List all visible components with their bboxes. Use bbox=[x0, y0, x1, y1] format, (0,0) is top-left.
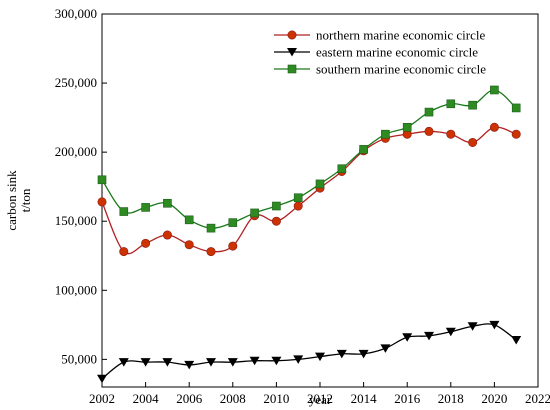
x-tick-label: 2012 bbox=[307, 391, 333, 406]
data-point-series-1 bbox=[206, 358, 216, 367]
y-axis: 50,000 100,000 150,000 200,000 250,000 300,00… bbox=[55, 6, 107, 366]
data-point-series-2 bbox=[250, 208, 259, 218]
series-line-1 bbox=[101, 323, 517, 380]
data-point-series-1 bbox=[184, 360, 195, 370]
data-point-series-1 bbox=[489, 320, 500, 330]
data-point-series-2 bbox=[359, 145, 368, 154]
data-point-series-2 bbox=[293, 193, 303, 203]
x-tick-label: 2006 bbox=[176, 391, 203, 406]
x-tick-label: 2020 bbox=[481, 391, 507, 406]
data-point-series-2 bbox=[424, 107, 434, 117]
data-point-series-2 bbox=[163, 198, 172, 208]
data-point-series-1 bbox=[467, 322, 478, 331]
data-point-series-0 bbox=[206, 247, 216, 257]
data-point-series-2 bbox=[119, 207, 129, 216]
data-point-series-2 bbox=[272, 201, 281, 211]
legend: northern marine economic circle eastern m… bbox=[274, 28, 486, 77]
data-point-series-2 bbox=[446, 99, 456, 109]
data-point-series-1 bbox=[249, 356, 260, 366]
x-tick-label: 2002 bbox=[89, 391, 115, 406]
data-point-series-0 bbox=[468, 137, 478, 147]
data-point-series-1 bbox=[402, 333, 413, 342]
x-axis: 2002 2004 2006 2008 2010 2012 2014 2016 2018 2020… bbox=[89, 382, 550, 406]
data-point-series-1 bbox=[380, 344, 391, 353]
data-point-series-1 bbox=[424, 331, 434, 341]
legend-label-2: southern marine economic circle bbox=[316, 62, 486, 77]
data-point-series-1 bbox=[336, 349, 347, 359]
legend-marker-1 bbox=[287, 48, 297, 57]
y-tick-label: 200,000 bbox=[55, 144, 97, 159]
y-axis-title-line-1: carbon sink bbox=[4, 170, 19, 231]
data-point-series-1 bbox=[227, 358, 238, 367]
x-tick-label: 2008 bbox=[220, 391, 246, 406]
y-tick-label: 300,000 bbox=[55, 6, 97, 21]
data-point-series-2 bbox=[468, 100, 477, 110]
data-point-series-1 bbox=[293, 355, 304, 364]
data-point-series-2 bbox=[490, 85, 499, 95]
legend-label-1: eastern marine economic circle bbox=[316, 45, 478, 60]
legend-label-0: northern marine economic circle bbox=[316, 28, 486, 43]
data-point-series-1 bbox=[358, 349, 369, 359]
data-point-series-0 bbox=[424, 126, 434, 136]
y-tick-label: 50,000 bbox=[61, 351, 97, 366]
series-markers bbox=[97, 85, 522, 384]
y-tick-label: 150,000 bbox=[55, 213, 97, 228]
data-point-series-0 bbox=[97, 197, 107, 207]
y-axis-title-line-2: t/ton bbox=[18, 188, 33, 212]
data-point-series-0 bbox=[162, 230, 172, 240]
data-point-series-2 bbox=[315, 179, 325, 189]
data-point-series-2 bbox=[228, 218, 238, 227]
data-point-series-2 bbox=[206, 223, 216, 233]
data-point-series-2 bbox=[337, 164, 347, 174]
data-point-series-2 bbox=[97, 175, 107, 185]
data-point-series-1 bbox=[140, 358, 151, 367]
data-point-series-2 bbox=[402, 122, 412, 132]
data-point-series-0 bbox=[119, 247, 129, 257]
data-point-series-1 bbox=[511, 336, 522, 345]
data-point-series-0 bbox=[271, 216, 281, 226]
data-point-series-1 bbox=[162, 358, 173, 367]
data-point-series-2 bbox=[141, 203, 150, 212]
data-point-series-0 bbox=[184, 240, 194, 250]
data-point-series-0 bbox=[446, 129, 456, 139]
data-point-series-2 bbox=[511, 103, 521, 113]
data-point-series-1 bbox=[445, 327, 456, 337]
data-point-series-1 bbox=[118, 358, 129, 367]
data-point-series-1 bbox=[315, 352, 325, 362]
data-point-series-0 bbox=[228, 241, 238, 251]
x-tick-label: 2022 bbox=[525, 391, 550, 406]
y-tick-label: 100,000 bbox=[55, 282, 97, 297]
data-point-series-1 bbox=[97, 374, 107, 384]
data-point-series-0 bbox=[141, 238, 151, 248]
y-tick-label: 250,000 bbox=[55, 75, 97, 90]
x-axis-title: year bbox=[309, 392, 332, 407]
x-tick-label: 2014 bbox=[351, 391, 378, 406]
x-tick-label: 2016 bbox=[394, 391, 421, 406]
data-point-series-1 bbox=[271, 356, 282, 366]
legend-marker-2 bbox=[287, 64, 297, 74]
data-point-series-0 bbox=[293, 201, 303, 211]
x-tick-label: 2010 bbox=[263, 391, 289, 406]
data-point-series-2 bbox=[184, 215, 194, 225]
x-tick-label: 2004 bbox=[133, 391, 160, 406]
data-point-series-0 bbox=[489, 122, 499, 132]
x-tick-label: 2018 bbox=[438, 391, 464, 406]
data-point-series-2 bbox=[381, 129, 390, 139]
data-point-series-0 bbox=[511, 129, 521, 139]
legend-marker-0 bbox=[287, 30, 297, 40]
